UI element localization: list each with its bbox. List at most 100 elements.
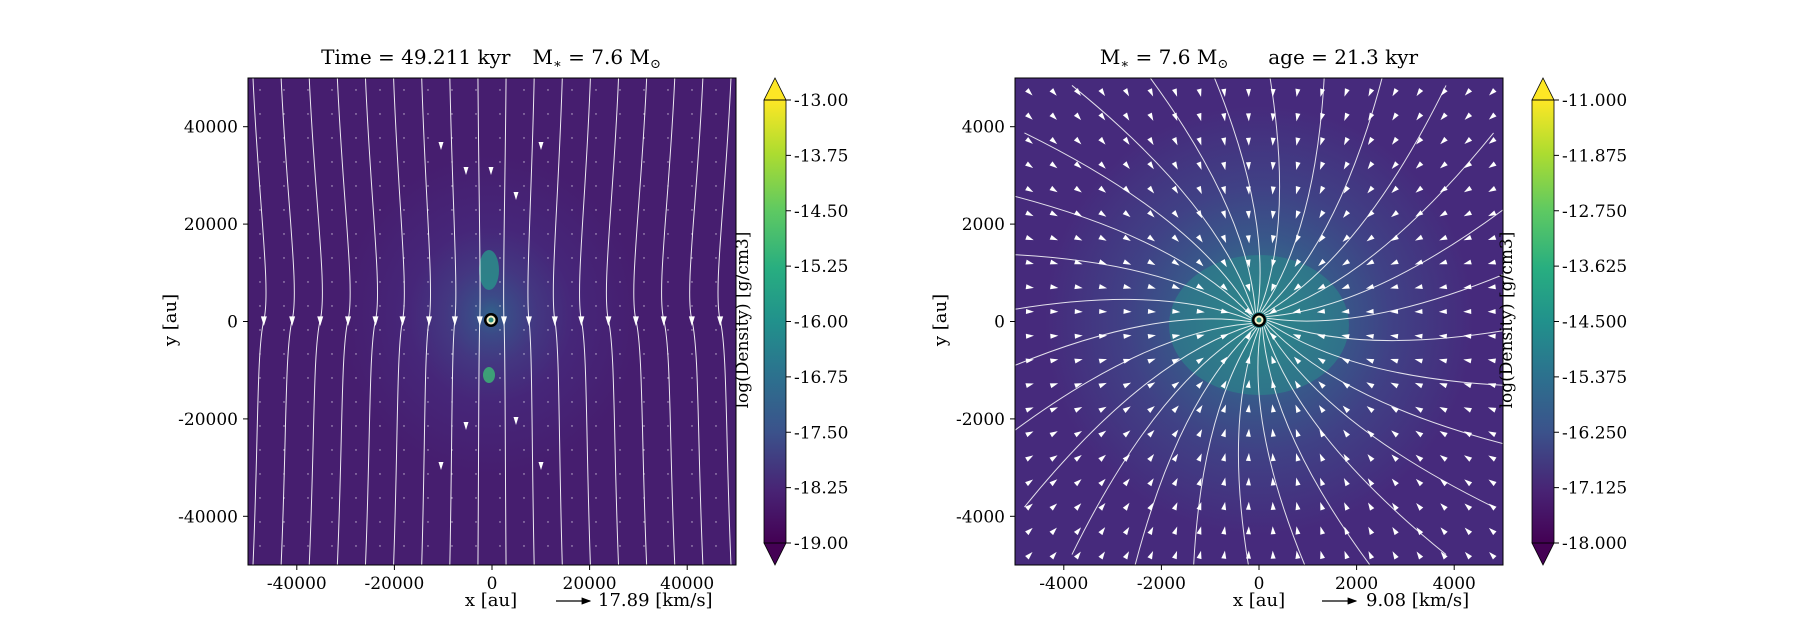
vector-arrow (1270, 113, 1276, 122)
vector-dot (355, 209, 357, 211)
vector-arrow (1220, 234, 1227, 243)
vector-dot (403, 449, 405, 451)
vector-dot (259, 137, 261, 139)
vector-dot (355, 113, 357, 115)
vector-arrow (1464, 551, 1473, 560)
vector-dot (307, 497, 309, 499)
vector-dot (643, 497, 645, 499)
vector-arrow (1343, 185, 1350, 194)
right-panel: -4000 -2000 0 2000 4000 400020000-2000-4000 … (930, 45, 1627, 611)
vector-arrow (1415, 210, 1424, 217)
vector-dot (283, 233, 285, 235)
vector-arrow (1295, 210, 1301, 219)
vector-arrow (1123, 333, 1132, 339)
colorbar-ticks-left: -13.00 -13.75 -14.50 -15.25 -16.00 -16.75 -17.… (786, 91, 848, 554)
vector-dot (595, 497, 597, 499)
vector-arrow (1196, 112, 1202, 122)
vector-dot (691, 233, 693, 235)
vector-arrow (1488, 503, 1497, 511)
vector-dot (715, 137, 717, 139)
vector-dot (283, 401, 285, 403)
vector-arrow (1439, 210, 1448, 217)
vector-dot (547, 137, 549, 139)
vector-arrow (1171, 112, 1178, 122)
x-ticks-left: -40000 -20000 0 20000 40000 (267, 565, 714, 594)
vector-arrow (1416, 503, 1424, 511)
vector-arrow (1049, 234, 1059, 241)
vector-dot (547, 89, 549, 91)
vector-arrow (1439, 407, 1448, 413)
vector-dot (379, 257, 381, 259)
vector-dot (715, 377, 717, 379)
colorbar-tick-label: -17.50 (794, 423, 848, 443)
vector-arrow (1245, 550, 1251, 559)
vector-dot (307, 545, 309, 547)
vector-dot (331, 377, 333, 379)
x-tick-label: 4000 (1433, 574, 1476, 594)
vector-arrow (1049, 358, 1059, 364)
vector-dot (355, 449, 357, 451)
vector-arrow (1073, 454, 1082, 462)
vector-dot (691, 401, 693, 403)
vector-dot (499, 185, 501, 187)
vector-arrow (1025, 88, 1033, 96)
vector-dot (283, 209, 285, 211)
vector-arrow (1320, 112, 1326, 122)
vector-arrow (1392, 88, 1399, 97)
colorbar-tick-label: -11.875 (1562, 146, 1627, 166)
y-tick-label: 0 (994, 313, 1005, 333)
vector-dot (571, 545, 573, 547)
vector-arrow (1344, 526, 1350, 535)
vector-arrow (1245, 428, 1251, 437)
vector-dot (307, 377, 309, 379)
vector-arrow (1318, 381, 1326, 389)
vector-arrow (1073, 112, 1082, 121)
vector-arrow (1342, 259, 1351, 266)
vector-arrow (1049, 136, 1058, 145)
vector-dot (523, 545, 525, 547)
vector-arrow (1319, 429, 1326, 438)
vector-dot (619, 497, 621, 499)
vector-arrow (1172, 550, 1178, 560)
vector-dot (451, 137, 453, 139)
vector-arrow (1292, 308, 1301, 314)
vector-dot (547, 449, 549, 451)
vector-arrow (1196, 477, 1202, 487)
vector-dot (379, 185, 381, 187)
vector-arrow (1245, 210, 1251, 219)
vector-dot (595, 185, 597, 187)
vector-dot (523, 305, 525, 307)
vector-dot (571, 473, 573, 475)
vector-arrow (1049, 88, 1057, 96)
vector-dot (595, 521, 597, 523)
vector-arrow (1270, 404, 1276, 413)
vector-dot (307, 89, 309, 91)
vector-dot (523, 473, 525, 475)
vector-dot (403, 233, 405, 235)
vector-arrow (1292, 334, 1302, 340)
vector-arrow (1341, 308, 1350, 314)
vector-arrow (1295, 428, 1301, 438)
vector-dot (259, 185, 261, 187)
vector-arrow (1171, 283, 1181, 290)
vector-arrow (1295, 550, 1301, 559)
x-tick-label: 40000 (660, 574, 714, 594)
vector-dot (403, 257, 405, 259)
vector-dot (451, 425, 453, 427)
vector-dot (355, 281, 357, 283)
vector-dot (427, 161, 429, 163)
vector-dot (355, 425, 357, 427)
streamline (1071, 85, 1255, 314)
streamline (1134, 326, 1256, 565)
colorbar-left (763, 77, 787, 566)
vector-arrow (1270, 550, 1276, 559)
vector-dot (715, 113, 717, 115)
vector-dot (283, 257, 285, 259)
vector-arrow (1270, 526, 1276, 535)
vector-arrow (1341, 358, 1350, 364)
vector-dot (499, 257, 501, 259)
vector-arrow (1220, 258, 1227, 268)
vector-arrow (1122, 526, 1130, 536)
vector-arrow (1463, 284, 1472, 290)
vector-dot (523, 257, 525, 259)
